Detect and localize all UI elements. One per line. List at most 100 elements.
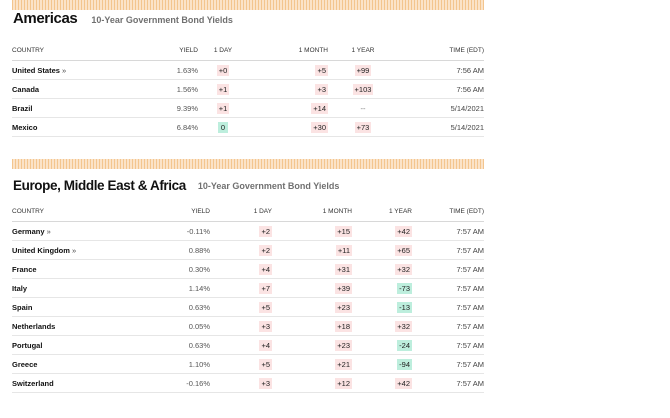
yield-value: 1.10% bbox=[127, 354, 210, 374]
yield-value: 1.56% bbox=[127, 79, 198, 99]
table-row[interactable]: Brazil 9.39% +1 +14 -- 5/14/2021 bbox=[12, 98, 484, 118]
change-1-month: +39 bbox=[335, 282, 352, 294]
time-value: 7:56 AM bbox=[398, 60, 484, 80]
emea-table: COUNTRY YIELD 1 DAY 1 MONTH 1 YEAR TIME … bbox=[12, 202, 484, 393]
change-1-month: +23 bbox=[335, 339, 352, 351]
time-value: 7:57 AM bbox=[412, 354, 484, 374]
chevron-right-icon[interactable]: » bbox=[72, 245, 77, 255]
change-1-year: -13 bbox=[397, 301, 412, 313]
column-header-yield[interactable]: YIELD bbox=[127, 41, 198, 61]
change-1-year: -94 bbox=[397, 358, 412, 370]
table-row[interactable]: United Kingdom » 0.88% +2 +11 +65 7:57 A… bbox=[12, 240, 484, 260]
country-name: Mexico bbox=[12, 117, 127, 137]
time-value: 5/14/2021 bbox=[398, 117, 484, 137]
change-1-day: +4 bbox=[259, 339, 272, 351]
time-value: 7:57 AM bbox=[412, 316, 484, 336]
time-value: 7:57 AM bbox=[412, 278, 484, 298]
time-value: 7:57 AM bbox=[412, 221, 484, 241]
country-link[interactable]: United States » bbox=[12, 60, 127, 80]
change-1-month: +5 bbox=[315, 64, 328, 76]
section-divider-stripe bbox=[12, 159, 484, 169]
change-1-year: +73 bbox=[354, 121, 372, 133]
table-row[interactable]: United States » 1.63% +0 +5 +99 7:56 AM bbox=[12, 60, 484, 80]
change-1-year: +65 bbox=[395, 244, 412, 256]
change-1-month: +3 bbox=[315, 83, 328, 95]
column-header-1-year[interactable]: 1 YEAR bbox=[328, 41, 398, 61]
table-row[interactable]: France 0.30% +4 +31 +32 7:57 AM bbox=[12, 259, 484, 279]
country-name: Brazil bbox=[12, 98, 127, 118]
change-1-day: +4 bbox=[259, 263, 272, 275]
americas-header: Americas 10-Year Government Bond Yields bbox=[12, 10, 484, 41]
chevron-right-icon[interactable]: » bbox=[62, 65, 67, 75]
change-1-month: +30 bbox=[311, 121, 328, 133]
yield-value: -0.16% bbox=[127, 373, 210, 393]
yield-value: 6.84% bbox=[127, 117, 198, 137]
country-link[interactable]: United Kingdom » bbox=[12, 240, 127, 260]
table-row[interactable]: Portugal 0.63% +4 +23 -24 7:57 AM bbox=[12, 335, 484, 355]
change-1-month: +21 bbox=[335, 358, 352, 370]
americas-table: COUNTRY YIELD 1 DAY 1 MONTH 1 YEAR TIME … bbox=[12, 41, 484, 137]
column-header-1-year[interactable]: 1 YEAR bbox=[352, 202, 412, 222]
country-name: Switzerland bbox=[12, 373, 127, 393]
yield-value: -0.11% bbox=[127, 221, 210, 241]
country-name: Greece bbox=[12, 354, 127, 374]
column-header-1-month[interactable]: 1 MONTH bbox=[272, 202, 352, 222]
change-1-month: +15 bbox=[335, 225, 352, 237]
time-value: 7:57 AM bbox=[412, 259, 484, 279]
change-1-month: +31 bbox=[335, 263, 352, 275]
column-header-1-day[interactable]: 1 DAY bbox=[198, 41, 248, 61]
change-1-day: +5 bbox=[259, 301, 272, 313]
country-name: Italy bbox=[12, 278, 127, 298]
table-header-row: COUNTRY YIELD 1 DAY 1 MONTH 1 YEAR TIME … bbox=[12, 41, 484, 61]
column-header-country[interactable]: COUNTRY bbox=[12, 41, 127, 61]
change-1-day: +2 bbox=[259, 225, 272, 237]
change-1-day: +7 bbox=[259, 282, 272, 294]
country-name: Portugal bbox=[12, 335, 127, 355]
section-subtitle: 10-Year Government Bond Yields bbox=[91, 15, 233, 25]
table-row[interactable]: Germany » -0.11% +2 +15 +42 7:57 AM bbox=[12, 221, 484, 241]
change-1-year: +103 bbox=[352, 83, 374, 95]
time-value: 7:57 AM bbox=[412, 373, 484, 393]
yield-value: 1.63% bbox=[127, 60, 198, 80]
time-value: 7:56 AM bbox=[398, 79, 484, 99]
country-name: Spain bbox=[12, 297, 127, 317]
yield-value: 0.88% bbox=[127, 240, 210, 260]
change-1-year: -24 bbox=[397, 339, 412, 351]
section-title: Europe, Middle East & Africa bbox=[13, 178, 186, 193]
yield-value: 9.39% bbox=[127, 98, 198, 118]
yield-value: 0.63% bbox=[127, 335, 210, 355]
change-1-year: +42 bbox=[395, 225, 412, 237]
table-row[interactable]: Canada 1.56% +1 +3 +103 7:56 AM bbox=[12, 79, 484, 99]
change-1-day: +3 bbox=[259, 377, 272, 389]
country-name: Canada bbox=[12, 79, 127, 99]
column-header-time[interactable]: TIME (EDT) bbox=[398, 41, 484, 61]
column-header-yield[interactable]: YIELD bbox=[127, 202, 210, 222]
column-header-time[interactable]: TIME (EDT) bbox=[412, 202, 484, 222]
change-1-month: +14 bbox=[311, 102, 328, 114]
yield-value: 0.05% bbox=[127, 316, 210, 336]
change-1-month: +23 bbox=[335, 301, 352, 313]
table-row[interactable]: Italy 1.14% +7 +39 -73 7:57 AM bbox=[12, 278, 484, 298]
change-1-day: +1 bbox=[216, 83, 230, 95]
country-name: Netherlands bbox=[12, 316, 127, 336]
table-row[interactable]: Spain 0.63% +5 +23 -13 7:57 AM bbox=[12, 297, 484, 317]
change-1-day: +3 bbox=[259, 320, 272, 332]
table-row[interactable]: Netherlands 0.05% +3 +18 +32 7:57 AM bbox=[12, 316, 484, 336]
time-value: 7:57 AM bbox=[412, 297, 484, 317]
chevron-right-icon[interactable]: » bbox=[46, 226, 51, 236]
column-header-country[interactable]: COUNTRY bbox=[12, 202, 127, 222]
section-title: Americas bbox=[13, 10, 78, 27]
time-value: 7:57 AM bbox=[412, 335, 484, 355]
yield-value: 0.30% bbox=[127, 259, 210, 279]
yield-value: 0.63% bbox=[127, 297, 210, 317]
table-row[interactable]: Mexico 6.84% 0 +30 +73 5/14/2021 bbox=[12, 117, 484, 137]
time-value: 7:57 AM bbox=[412, 240, 484, 260]
change-1-year: +42 bbox=[395, 377, 412, 389]
table-row[interactable]: Greece 1.10% +5 +21 -94 7:57 AM bbox=[12, 354, 484, 374]
country-link[interactable]: Germany » bbox=[12, 221, 127, 241]
column-header-1-month[interactable]: 1 MONTH bbox=[248, 41, 328, 61]
change-1-year: -- bbox=[360, 103, 366, 113]
column-header-1-day[interactable]: 1 DAY bbox=[210, 202, 272, 222]
table-row[interactable]: Switzerland -0.16% +3 +12 +42 7:57 AM bbox=[12, 373, 484, 393]
change-1-day: +1 bbox=[216, 102, 230, 114]
